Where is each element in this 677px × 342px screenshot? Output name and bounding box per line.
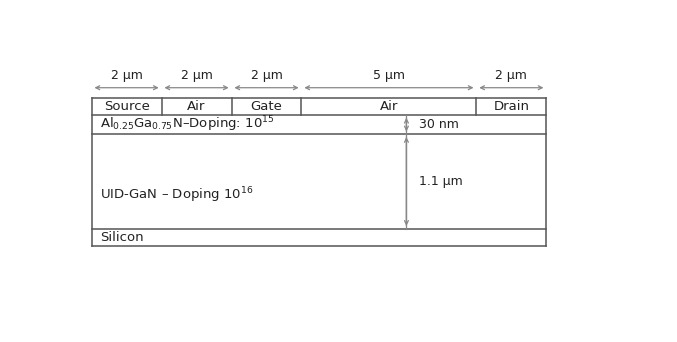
Text: Source: Source bbox=[104, 100, 150, 113]
Text: Silicon: Silicon bbox=[100, 231, 144, 244]
Text: 5 μm: 5 μm bbox=[373, 69, 405, 82]
Text: Air: Air bbox=[380, 100, 398, 113]
Text: Air: Air bbox=[188, 100, 206, 113]
Text: 30 nm: 30 nm bbox=[418, 118, 458, 131]
Text: 2 μm: 2 μm bbox=[496, 69, 527, 82]
Text: 2 μm: 2 μm bbox=[181, 69, 213, 82]
Text: 2 μm: 2 μm bbox=[110, 69, 143, 82]
Text: 1.1 μm: 1.1 μm bbox=[418, 175, 462, 188]
Text: UID-GaN – Doping 10$^{16}$: UID-GaN – Doping 10$^{16}$ bbox=[100, 186, 254, 206]
Text: Drain: Drain bbox=[494, 100, 529, 113]
Text: Al$_{0.25}$Ga$_{0.75}$N–Doping: 10$^{15}$: Al$_{0.25}$Ga$_{0.75}$N–Doping: 10$^{15}… bbox=[100, 115, 275, 134]
Text: 2 μm: 2 μm bbox=[250, 69, 282, 82]
Text: Gate: Gate bbox=[250, 100, 282, 113]
